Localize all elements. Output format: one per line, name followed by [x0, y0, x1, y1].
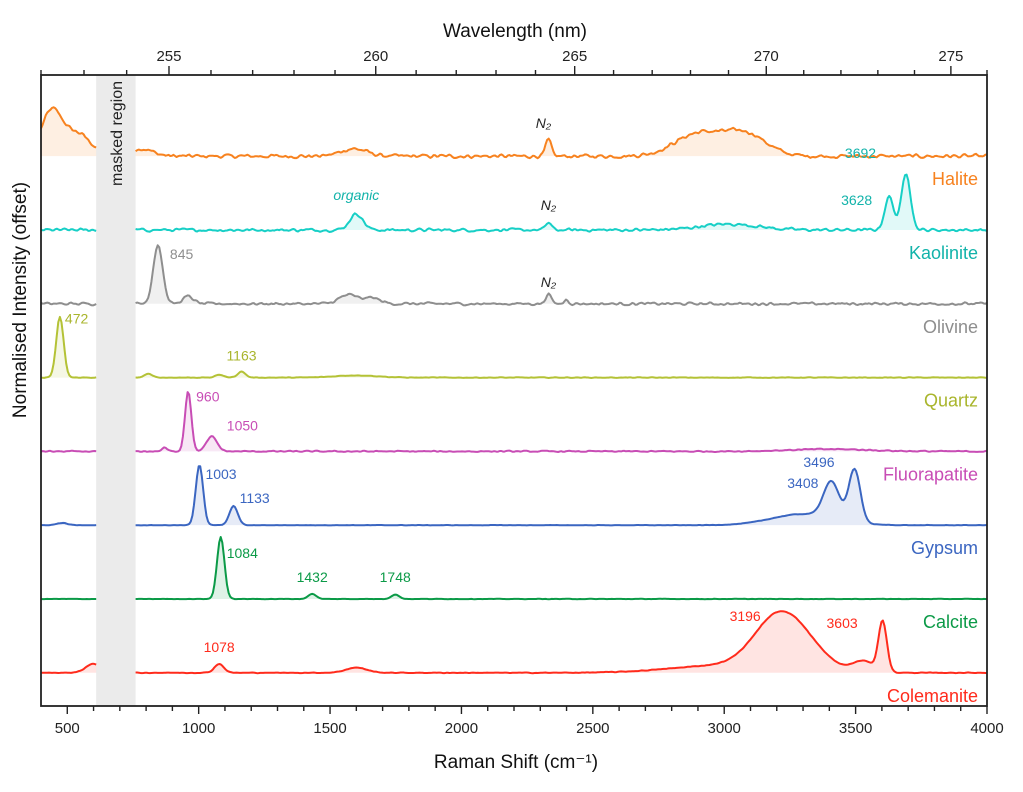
x-tick-label: 1500	[313, 720, 346, 737]
x-tick-label: 500	[55, 720, 80, 737]
peak-label: N₂	[536, 115, 552, 131]
series-fill-colemanite	[136, 611, 987, 673]
peak-label: N₂	[541, 197, 557, 213]
top-tick-label: 260	[363, 48, 388, 65]
peak-label: 1003	[205, 466, 236, 482]
peak-label: 3408	[787, 475, 818, 491]
y-axis-title: Normalised Intensity (offset)	[10, 182, 31, 418]
peak-label: 1050	[227, 417, 258, 433]
series-label-kaolinite: Kaolinite	[909, 243, 978, 263]
peak-label: 1748	[380, 569, 411, 585]
peak-label: 960	[196, 388, 220, 404]
series-line-fluorapatite	[136, 392, 987, 452]
top-tick-label: 265	[562, 48, 587, 65]
peak-label: organic	[333, 187, 379, 203]
peak-label: 845	[170, 246, 194, 262]
series-line-calcite	[136, 537, 987, 599]
series-line-fluorapatite	[41, 451, 96, 452]
series-line-gypsum	[41, 523, 96, 525]
series-label-fluorapatite: Fluorapatite	[883, 464, 978, 484]
series-label-calcite: Calcite	[923, 612, 978, 632]
peak-label: 3496	[803, 454, 834, 470]
top-tick-label: 255	[156, 48, 181, 65]
peak-label: 472	[65, 311, 89, 327]
series-fill-calcite	[136, 537, 987, 599]
masked-region-label: masked region	[109, 81, 126, 186]
series-fill-fluorapatite	[136, 392, 987, 452]
peak-label: 1133	[240, 490, 270, 506]
x-tick-label: 2500	[576, 720, 609, 737]
series-label-gypsum: Gypsum	[911, 538, 978, 558]
series-label-quartz: Quartz	[924, 391, 978, 411]
series-line-quartz	[136, 372, 987, 379]
peak-label: 3196	[730, 608, 761, 624]
top-tick-label: 275	[938, 48, 963, 65]
series-line-olivine	[41, 303, 96, 306]
series-label-colemanite: Colemanite	[887, 686, 978, 706]
series-label-halite: Halite	[932, 169, 978, 189]
peak-label: 1078	[204, 639, 235, 655]
series-fill-halite	[41, 107, 96, 156]
x-axis-title: Raman Shift (cm⁻¹)	[434, 752, 598, 773]
peak-label: 3603	[827, 615, 858, 631]
peak-label: 1163	[226, 348, 256, 364]
series-line-kaolinite	[41, 229, 96, 231]
peak-label: 3692	[845, 145, 876, 161]
top-axis-title: Wavelength (nm)	[443, 21, 587, 42]
x-tick-label: 1000	[182, 720, 215, 737]
plot-frame	[41, 75, 987, 706]
peak-label: 1432	[297, 569, 328, 585]
series-label-olivine: Olivine	[923, 317, 978, 337]
x-tick-label: 4000	[970, 720, 1003, 737]
peak-label: N₂	[541, 274, 557, 290]
x-tick-label: 2000	[445, 720, 478, 737]
x-tick-label: 3500	[839, 720, 872, 737]
peak-label: 3628	[841, 192, 872, 208]
series-fill-olivine	[136, 245, 987, 305]
peak-label: 1084	[227, 545, 258, 561]
top-tick-label: 270	[754, 48, 779, 65]
x-tick-label: 3000	[708, 720, 741, 737]
series-line-olivine	[136, 245, 987, 305]
